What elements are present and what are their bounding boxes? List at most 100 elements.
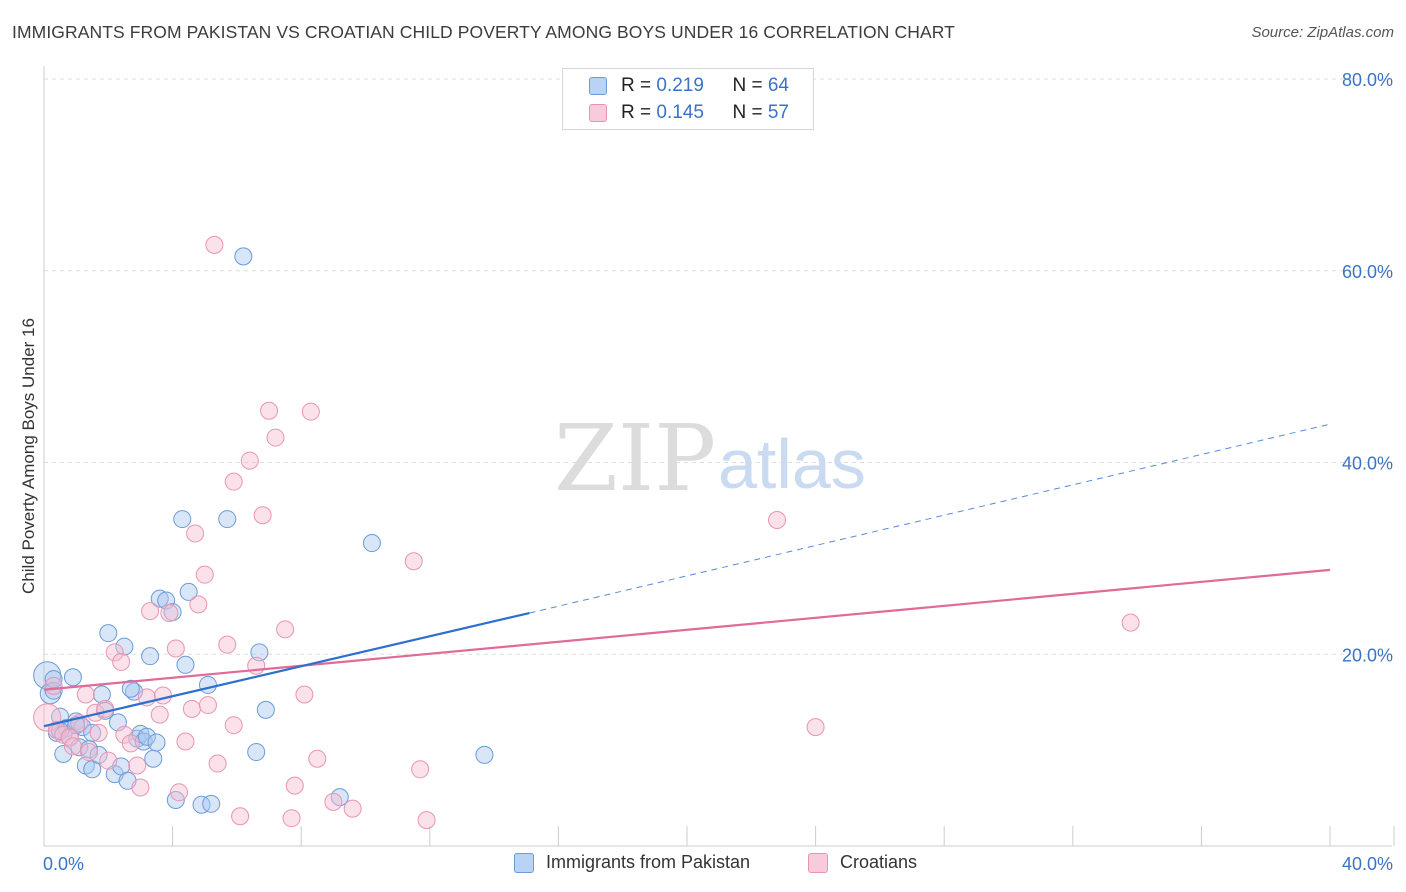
data-point	[44, 670, 63, 689]
data-point	[806, 718, 825, 737]
data-point	[343, 799, 362, 818]
data-point	[768, 511, 787, 530]
data-point	[253, 506, 272, 525]
data-point	[205, 235, 224, 254]
data-point	[231, 807, 250, 826]
data-point	[218, 635, 237, 654]
y-axis-label: Child Poverty Among Boys Under 16	[19, 318, 38, 594]
data-point	[121, 679, 140, 698]
watermark-zip: ZIP	[554, 405, 716, 512]
data-point	[170, 783, 189, 802]
n-label: N =	[732, 75, 768, 96]
data-point	[128, 756, 147, 775]
data-point	[150, 705, 169, 724]
r-value: 0.219	[656, 75, 704, 96]
pakistan-swatch	[589, 77, 607, 95]
data-point	[153, 686, 172, 705]
y-tick-label: 60.0%	[1342, 262, 1393, 282]
chart-title: IMMIGRANTS FROM PAKISTAN VS CROATIAN CHI…	[12, 22, 955, 42]
data-point	[266, 428, 285, 447]
data-point	[63, 668, 82, 687]
data-point	[224, 716, 243, 735]
data-point	[295, 685, 314, 704]
y-tick-label: 80.0%	[1342, 70, 1393, 90]
r-label: R =	[621, 102, 657, 123]
r-label: R =	[621, 75, 657, 96]
data-point	[80, 743, 99, 762]
data-point	[44, 676, 63, 695]
legend-label-pakistan: Immigrants from Pakistan	[546, 852, 751, 872]
y-tick-label: 20.0%	[1342, 645, 1393, 665]
grid-lines	[44, 78, 1392, 655]
y-tick-label: 40.0%	[1342, 454, 1393, 474]
data-point	[192, 795, 211, 814]
data-point	[76, 685, 95, 704]
source-credit: Source: ZipAtlas.com	[1251, 24, 1394, 41]
data-point	[150, 589, 169, 608]
data-point	[308, 749, 327, 768]
data-point	[160, 604, 179, 623]
x-tick-label: 0.0%	[43, 854, 84, 874]
data-point	[131, 778, 150, 797]
legend-label-croatians: Croatians	[840, 852, 918, 872]
x-tick-label: 40.0%	[1342, 854, 1393, 874]
croatians-legend-swatch	[808, 853, 828, 873]
data-point	[234, 247, 253, 266]
data-point	[83, 723, 102, 742]
data-point	[173, 510, 192, 529]
data-point	[54, 744, 73, 763]
data-point	[247, 743, 266, 762]
data-point	[186, 524, 205, 543]
data-point	[176, 732, 195, 751]
data-point	[121, 734, 140, 753]
data-point	[141, 647, 160, 666]
watermark-atlas: atlas	[718, 425, 866, 503]
n-value: 57	[767, 102, 789, 123]
croatians-swatch	[589, 104, 607, 122]
data-point	[198, 696, 217, 715]
data-point	[96, 699, 115, 718]
data-point	[1121, 613, 1140, 632]
trend-line-pakistan	[43, 611, 530, 728]
axes	[43, 66, 1395, 847]
data-point	[176, 655, 195, 674]
data-point	[362, 534, 381, 553]
data-point	[112, 652, 131, 671]
data-point	[276, 620, 295, 639]
trend-line-pakistan-extension	[529, 423, 1331, 614]
data-point	[301, 402, 320, 421]
data-point	[105, 643, 124, 662]
data-point	[99, 751, 118, 770]
data-point	[182, 699, 201, 718]
r-value: 0.145	[656, 102, 704, 123]
data-point	[89, 723, 108, 742]
data-point	[417, 811, 436, 830]
data-point	[475, 745, 494, 764]
data-point	[285, 776, 304, 795]
data-point	[195, 565, 214, 584]
data-point	[324, 792, 343, 811]
data-point	[260, 401, 279, 420]
data-point	[202, 794, 221, 813]
watermark: ZIP atlas	[554, 405, 866, 512]
n-label: N =	[732, 102, 768, 123]
data-point	[189, 595, 208, 614]
data-point	[250, 643, 269, 662]
data-point	[137, 727, 156, 746]
data-point	[166, 639, 185, 658]
data-point	[282, 809, 301, 828]
data-point	[224, 472, 243, 491]
data-point	[147, 733, 166, 752]
data-point	[63, 737, 82, 756]
data-point	[411, 760, 430, 779]
data-point	[144, 749, 163, 768]
data-point	[179, 582, 198, 601]
n-value: 64	[767, 75, 789, 96]
tick-labels: 20.0% 40.0% 60.0% 80.0% 0.0% 40.0%	[43, 70, 1393, 874]
data-point	[404, 552, 423, 571]
data-point	[198, 675, 217, 694]
trend-line-croatians	[43, 568, 1331, 691]
data-point	[141, 602, 160, 621]
series-croatians-points	[33, 235, 1140, 830]
